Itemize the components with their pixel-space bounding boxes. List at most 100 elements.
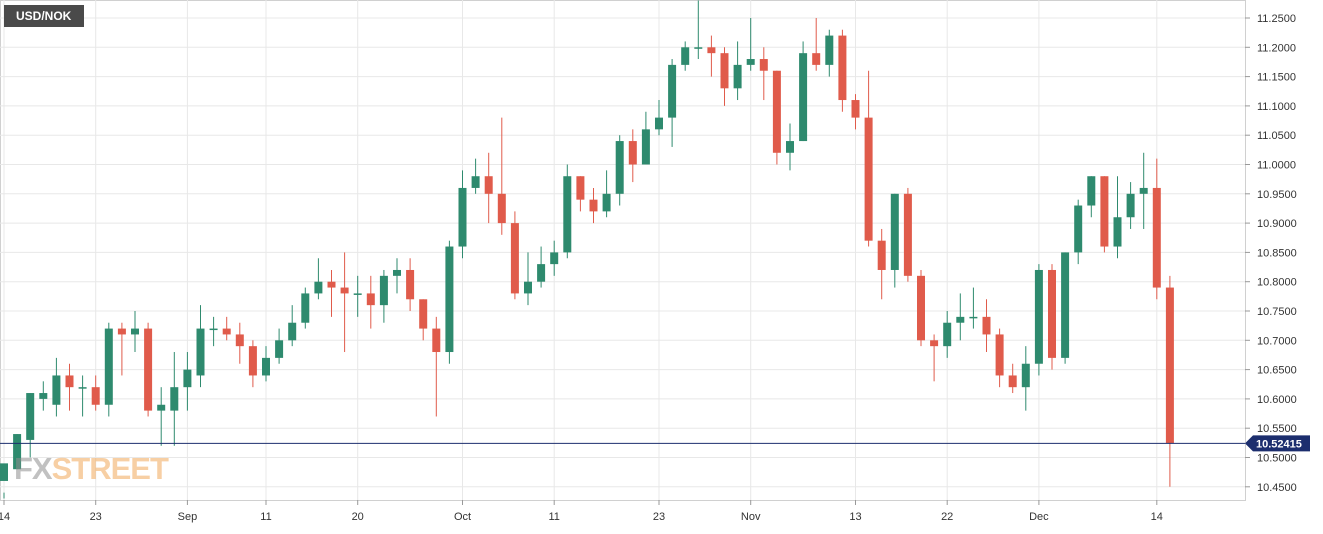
y-tick-label: 10.6000 [1257,394,1297,406]
candle-up [890,193,899,270]
y-tick-label: 10.7000 [1257,335,1297,347]
candle-down [144,328,153,411]
candle-up [1074,205,1083,253]
candle-down [1165,287,1174,444]
candle-up [26,393,35,440]
candle-down [877,240,886,270]
candle-up [524,281,532,294]
x-tick-label: Nov [741,511,761,523]
y-tick-label: 11.1000 [1257,101,1296,113]
x-tick-label: 14 [0,511,10,523]
candle-up [655,117,663,130]
candle-up [1126,193,1135,218]
candle-up [1087,176,1096,206]
current-price-label: 10.52415 [1256,438,1302,450]
candle-up [786,141,794,153]
candle-up [746,59,755,65]
candle-up [825,35,834,65]
candle-down [327,281,336,288]
candle-down [576,176,585,200]
candle-down [1008,375,1017,388]
x-tick-label: Oct [454,511,471,523]
fxstreet-logo: FXSTREET [14,451,169,486]
candle-down [235,334,244,347]
candle-down [248,346,257,376]
candle-up [353,293,362,295]
candle-up [104,328,113,405]
candle-up [209,328,218,331]
candle-up [1061,252,1070,358]
candle-up [1139,187,1148,194]
x-tick-label: 23 [90,511,102,523]
candle-up [681,47,690,65]
candle-down [366,293,375,306]
current-price-badge [1245,435,1310,452]
y-tick-label: 10.7500 [1257,306,1297,318]
candle-up [393,269,401,276]
candle-down [759,59,768,71]
x-tick-label: Sep [178,511,198,523]
candle-up [379,275,388,306]
candle-up [0,463,8,481]
candle-up [52,375,61,405]
y-tick-label: 11.0000 [1257,160,1296,172]
candle-down [851,100,860,118]
candle-up [537,264,546,282]
candle-down [222,328,231,335]
candle-down [91,387,100,405]
candle-down [812,53,821,65]
candle-up [602,193,611,212]
candle-up [733,64,742,89]
y-tick-label: 10.5000 [1257,453,1297,465]
candle-down [117,328,126,335]
y-tick-label: 10.9000 [1257,218,1297,230]
candle-down [628,141,637,165]
y-tick-label: 11.2500 [1257,13,1296,25]
candle-up [170,387,179,411]
candle-up [969,316,978,319]
candle-up [13,434,22,470]
candle-up [1021,363,1030,388]
candle-up [288,322,297,341]
candle-down [772,70,781,153]
candle-up [445,246,454,353]
candle-up [275,340,284,358]
candle-up [641,129,650,165]
candle-down [995,334,1004,376]
y-tick-label: 11.0500 [1257,130,1296,142]
candle-down [432,328,441,353]
candle-up [956,316,965,323]
candle-down [419,299,428,329]
candle-down [903,193,912,276]
candle-up [314,281,323,294]
y-tick-label: 11.2000 [1257,42,1296,54]
y-tick-label: 10.4500 [1257,482,1297,494]
x-tick-label: 20 [352,511,364,523]
candle-up [471,176,480,188]
candle-up [563,176,572,253]
candle-up [78,387,87,389]
candle-up [799,53,808,142]
candle-down [720,53,729,89]
x-tick-label: 14 [1151,511,1163,523]
plot-border [0,0,1246,501]
candle-down [406,269,415,300]
candle-down [838,35,847,101]
candle-up [694,47,703,49]
y-tick-label: 10.8500 [1257,247,1297,259]
candle-down [510,223,519,294]
candle-up [458,187,467,247]
candle-up [301,293,310,323]
x-tick-label: Dec [1029,511,1049,523]
y-tick-label: 10.6500 [1257,365,1297,377]
candle-down [1152,187,1161,288]
x-tick-label: 23 [653,511,665,523]
x-tick-label: 11 [260,511,271,523]
candle-down [864,117,873,241]
y-tick-label: 11.1500 [1257,72,1296,84]
x-tick-label: 11 [548,511,559,523]
candle-up [1034,269,1043,364]
candle-up [157,404,166,411]
